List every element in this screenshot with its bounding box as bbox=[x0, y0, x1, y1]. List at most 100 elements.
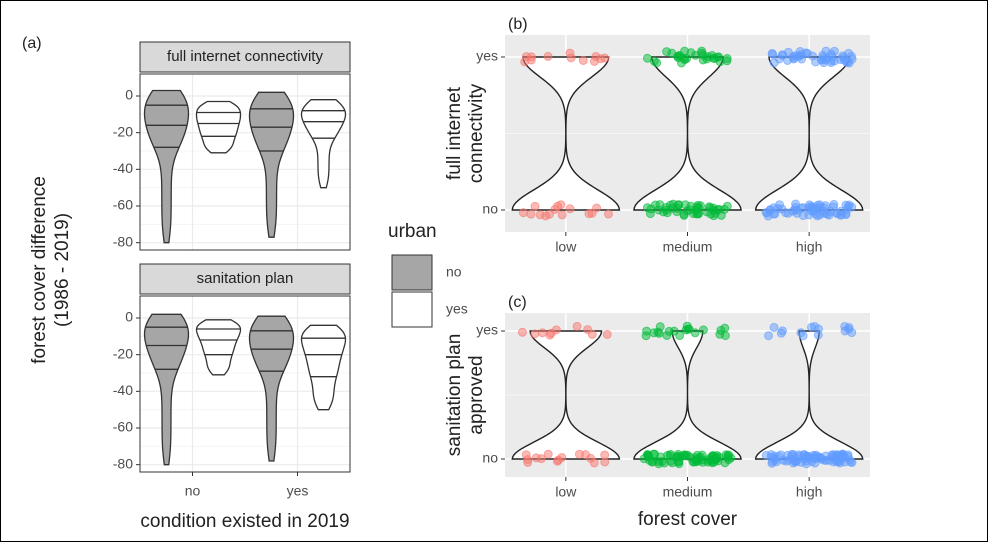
y-axis-title: connectivity bbox=[466, 83, 487, 183]
point bbox=[788, 206, 798, 216]
x-tick-label: low bbox=[555, 239, 577, 255]
point bbox=[642, 326, 652, 336]
y-tick-label: -60 bbox=[113, 197, 133, 213]
point bbox=[761, 450, 771, 460]
point bbox=[543, 449, 553, 459]
panel-label: (b) bbox=[508, 16, 528, 33]
point bbox=[530, 329, 540, 339]
x-axis-title: condition existed in 2019 bbox=[140, 511, 349, 532]
x-tick-label: yes bbox=[287, 483, 309, 499]
strip bbox=[139, 41, 351, 73]
point bbox=[708, 53, 718, 63]
violin bbox=[195, 319, 242, 376]
point bbox=[824, 210, 834, 220]
y-tick-label: no bbox=[482, 201, 498, 217]
point bbox=[550, 204, 560, 214]
point bbox=[840, 321, 850, 331]
point bbox=[557, 210, 567, 220]
y-tick-label: 0 bbox=[125, 309, 133, 325]
point bbox=[578, 55, 588, 65]
point bbox=[827, 51, 837, 61]
point bbox=[537, 328, 547, 338]
point bbox=[773, 203, 783, 213]
violin bbox=[143, 89, 190, 244]
y-axis-title: (1986 - 2019) bbox=[52, 213, 73, 327]
x-tick-label: medium bbox=[663, 484, 713, 500]
point bbox=[672, 203, 682, 213]
point bbox=[535, 210, 545, 220]
point bbox=[583, 325, 593, 335]
point bbox=[566, 53, 576, 63]
y-tick-label: -40 bbox=[113, 382, 133, 398]
x-tick-label: high bbox=[796, 484, 822, 500]
y-tick-label: yes bbox=[476, 48, 498, 64]
point bbox=[600, 53, 610, 63]
point bbox=[777, 50, 787, 60]
point bbox=[697, 450, 707, 460]
point bbox=[584, 209, 594, 219]
point bbox=[591, 51, 601, 61]
point bbox=[720, 204, 730, 214]
y-tick-label: no bbox=[482, 450, 498, 466]
violin bbox=[300, 324, 347, 411]
point bbox=[602, 329, 612, 339]
violin bbox=[754, 56, 864, 211]
point bbox=[679, 210, 689, 220]
point bbox=[517, 327, 527, 337]
point bbox=[726, 453, 736, 463]
point bbox=[816, 454, 826, 464]
panel-border bbox=[139, 295, 351, 473]
point bbox=[835, 55, 845, 65]
point bbox=[655, 322, 665, 332]
point bbox=[776, 450, 786, 460]
point bbox=[691, 50, 701, 60]
point bbox=[530, 201, 540, 211]
point bbox=[776, 328, 786, 338]
point bbox=[544, 209, 554, 219]
legend-label: no bbox=[446, 264, 462, 280]
strip-title: sanitation plan bbox=[197, 270, 294, 287]
point bbox=[694, 203, 704, 213]
point bbox=[798, 211, 808, 221]
point bbox=[829, 199, 839, 209]
y-axis-title: full internet bbox=[444, 86, 465, 180]
panel-label: (a) bbox=[22, 35, 42, 52]
point bbox=[518, 208, 528, 218]
y-tick-label: -20 bbox=[113, 123, 133, 139]
x-tick-label: low bbox=[555, 484, 577, 500]
point bbox=[806, 206, 816, 216]
x-axis-title: forest cover bbox=[638, 509, 738, 530]
point bbox=[572, 321, 582, 331]
point bbox=[686, 201, 696, 211]
point bbox=[768, 49, 778, 59]
legend-swatch bbox=[391, 254, 433, 291]
x-tick-label: high bbox=[796, 239, 822, 255]
point bbox=[709, 211, 719, 221]
y-tick-label: -80 bbox=[113, 455, 133, 471]
point bbox=[662, 47, 672, 57]
violin bbox=[511, 330, 621, 460]
point bbox=[551, 325, 561, 335]
point bbox=[772, 457, 782, 467]
y-axis-title: forest cover difference bbox=[29, 176, 50, 364]
legend-label: yes bbox=[446, 301, 468, 317]
point bbox=[526, 209, 536, 219]
point bbox=[592, 203, 602, 213]
point bbox=[543, 51, 553, 61]
point bbox=[536, 454, 546, 464]
point bbox=[650, 449, 660, 459]
point bbox=[764, 331, 774, 341]
point bbox=[801, 459, 811, 469]
y-tick-label: 0 bbox=[125, 87, 133, 103]
point bbox=[526, 52, 536, 62]
panel-label: (c) bbox=[508, 294, 527, 311]
violin bbox=[143, 313, 190, 466]
point bbox=[761, 208, 771, 218]
point bbox=[830, 451, 840, 461]
strip bbox=[139, 263, 351, 295]
point bbox=[673, 457, 683, 467]
violin bbox=[195, 100, 242, 154]
point bbox=[603, 209, 613, 219]
y-axis-title: approved bbox=[466, 355, 487, 434]
point bbox=[688, 457, 698, 467]
